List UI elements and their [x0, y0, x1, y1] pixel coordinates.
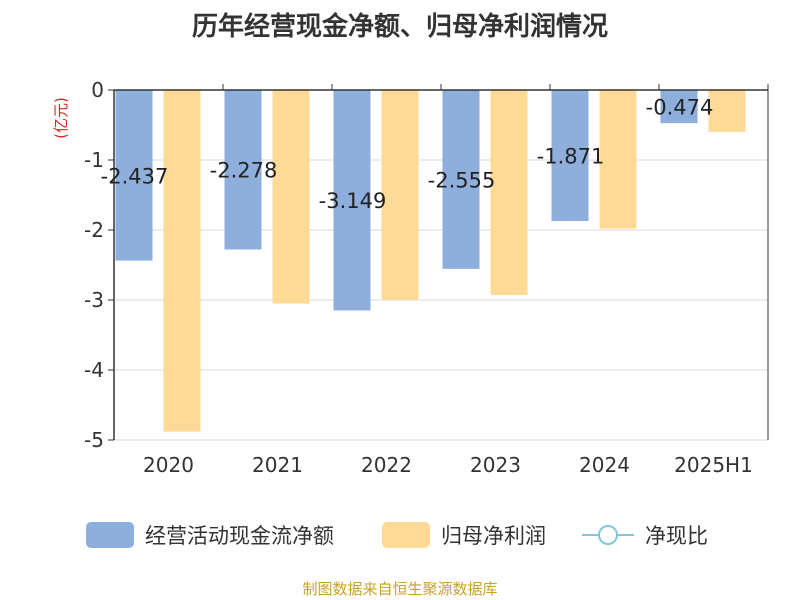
- bar-cash-flow: [442, 90, 480, 269]
- x-tick-label: 2022: [361, 453, 412, 477]
- y-tick-label: -5: [84, 428, 104, 452]
- legend: 经营活动现金流净额 归母净利润 净现比: [86, 522, 708, 548]
- bar-net-profit: [272, 90, 310, 304]
- data-labels: -2.437 -2.278 -3.149 -2.555 -1.871 -0.474: [101, 96, 714, 214]
- y-tick-label: -4: [84, 358, 104, 382]
- bar-net-profit: [708, 90, 746, 132]
- data-label: -2.278: [210, 159, 278, 183]
- y-tick-label: -2: [84, 218, 104, 242]
- x-tick-label: 2024: [579, 453, 630, 477]
- legend-label-ratio: 净现比: [645, 524, 708, 548]
- y-tick-label: -1: [84, 148, 104, 172]
- bar-net-profit: [490, 90, 528, 296]
- axes: 0 -1 -2 -3 -4 -5 2020 2021 2022 2023 2024 2025H1 (亿元…: [52, 78, 769, 477]
- legend-marker-ratio: [598, 525, 618, 545]
- bar-net-profit: [599, 90, 637, 229]
- bar-cash-flow: [660, 90, 698, 124]
- bar-net-profit: [381, 90, 419, 300]
- x-tick-label: 2021: [252, 453, 303, 477]
- legend-swatch-cash-flow: [86, 522, 134, 548]
- bars: [115, 90, 746, 432]
- data-label: -0.474: [646, 96, 714, 120]
- bar-cash-flow: [333, 90, 371, 311]
- source-note: 制图数据来自恒生聚源数据库: [302, 580, 498, 598]
- data-label: -2.555: [428, 168, 496, 192]
- x-tick-label: 2023: [470, 453, 521, 477]
- data-label: -2.437: [101, 164, 169, 188]
- gridlines: [114, 159, 768, 441]
- bar-cash-flow: [551, 90, 589, 221]
- legend-label-cash-flow: 经营活动现金流净额: [145, 524, 334, 548]
- x-tick-label: 2020: [143, 453, 194, 477]
- y-tick-label: 0: [91, 78, 104, 102]
- y-tick-label: -3: [84, 288, 104, 312]
- legend-swatch-net-profit: [382, 522, 430, 548]
- bar-net-profit: [163, 90, 201, 432]
- data-label: -3.149: [319, 189, 387, 213]
- data-label: -1.871: [537, 144, 605, 168]
- bar-cash-flow: [115, 90, 153, 261]
- bar-cash-flow: [224, 90, 262, 250]
- legend-label-net-profit: 归母净利润: [441, 524, 546, 548]
- chart-title: 历年经营现金净额、归母净利润情况: [191, 12, 608, 42]
- y-axis-unit: (亿元): [52, 97, 70, 139]
- x-tick-label: 2025H1: [674, 453, 753, 477]
